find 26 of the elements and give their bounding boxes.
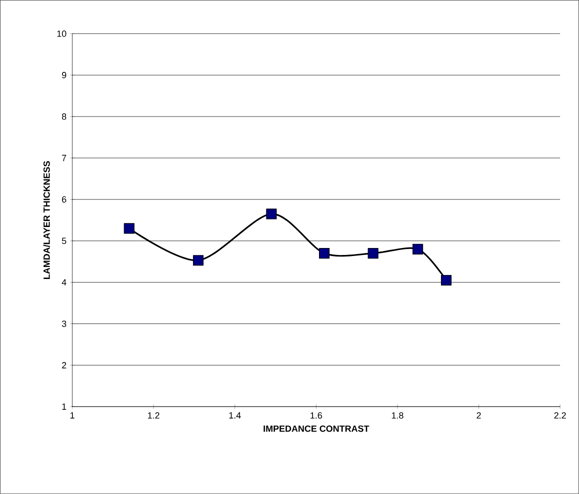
- point: [266, 208, 277, 220]
- y-tick-label: 6: [62, 196, 66, 203]
- x-axis-title: IMPEDANCE CONTRAST: [264, 426, 370, 432]
- x-tick-label: 1.4: [229, 412, 241, 418]
- y-tick-label: 9: [62, 72, 66, 78]
- y-tick-label: 3: [62, 320, 66, 327]
- y-tick-label: 4: [62, 279, 66, 286]
- y-axis-title: LAMDA/LAYER THICKNESS: [43, 161, 50, 279]
- y-tick-label: 10: [57, 30, 66, 37]
- x-tick-label: 2: [476, 412, 481, 419]
- x-tick-label: 1: [70, 412, 74, 418]
- point: [192, 255, 204, 266]
- point: [124, 223, 134, 234]
- y-tick-label: 7: [62, 154, 66, 162]
- y-tick-label: 8: [62, 113, 66, 120]
- x-tick-label: 1.8: [392, 412, 404, 419]
- point: [368, 248, 378, 259]
- y-tick-label: 2: [62, 362, 66, 368]
- point: [412, 244, 424, 254]
- x-tick-label: 1.2: [148, 412, 160, 419]
- y-tick-label: 5: [62, 238, 66, 244]
- y-tick-label: 1: [62, 404, 66, 410]
- x-tick-label: 1.6: [310, 412, 322, 419]
- point: [319, 248, 330, 259]
- point: [440, 275, 452, 286]
- x-tick-label: 2.2: [554, 412, 566, 419]
